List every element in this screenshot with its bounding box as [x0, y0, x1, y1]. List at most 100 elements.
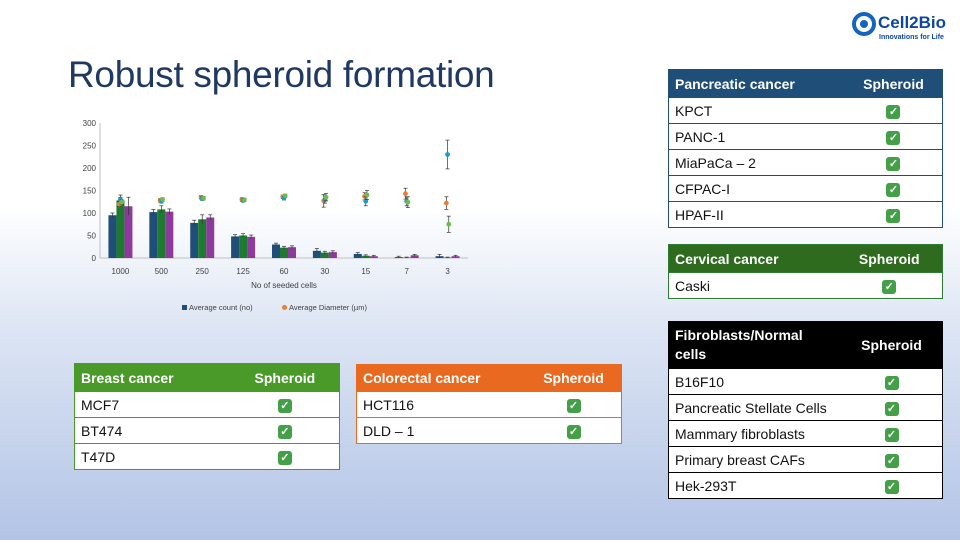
- breast-cancer-table: Breast cancer Spheroid MCF7 ✓ BT474 ✓ T47D ✓: [74, 363, 340, 470]
- chart-point: [201, 195, 206, 201]
- chart-point: [446, 221, 452, 227]
- cervical-cancer-table: Cervical cancer Spheroid Caski ✓: [668, 244, 943, 299]
- table-row: CFPAC-I ✓: [668, 175, 943, 202]
- table-header: Fibroblasts/Normal cells: [668, 321, 841, 369]
- company-logo: Cell2Bio Innovations for Life: [852, 12, 952, 44]
- chart-svg: 0 50 100 150 200 250 300 1000 500 250 125 60 30 15 7 3 N…: [83, 119, 468, 312]
- legend-swatch: [182, 305, 187, 310]
- cell-line-name: HCT116: [356, 391, 527, 418]
- x-tick-label: 30: [320, 267, 329, 276]
- logo-tagline: Innovations for Life: [879, 34, 944, 41]
- cell-line-name: MiaPaCa – 2: [668, 149, 845, 176]
- chart-bar: [116, 200, 125, 258]
- chart-bar: [108, 215, 117, 258]
- spheroid-column-header: Spheroid: [230, 363, 340, 392]
- check-mark-icon: ✓: [566, 425, 581, 439]
- table-row: PANC-1 ✓: [668, 123, 943, 150]
- y-tick-label: 0: [92, 254, 97, 263]
- table-header: Pancreatic cancer: [668, 69, 845, 98]
- table-row: Mammary fibroblasts ✓: [668, 420, 943, 447]
- spheroid-cell: ✓: [230, 417, 340, 444]
- chart-bar: [239, 235, 248, 258]
- check-mark-icon: ✓: [884, 480, 899, 494]
- table-header: Colorectal cancer: [356, 364, 527, 392]
- x-tick-label: 3: [445, 267, 450, 276]
- cell-line-name: CFPAC-I: [668, 175, 845, 202]
- logo-brand: Cell2Bio: [878, 13, 947, 32]
- chart-bar: [328, 252, 337, 258]
- chart-point: [364, 192, 370, 198]
- check-mark-icon: ✓: [566, 399, 581, 413]
- cell-line-name: HPAF-II: [668, 201, 845, 228]
- table-header: Breast cancer: [74, 363, 231, 392]
- y-tick-label: 300: [83, 119, 97, 128]
- spheroid-chart: 0 50 100 150 200 250 300 1000 500 250 125 60 30 15 7 3 N…: [70, 112, 480, 322]
- chart-bar: [206, 217, 215, 258]
- chart-bar: [288, 247, 296, 258]
- check-mark-icon: ✓: [886, 131, 901, 145]
- spheroid-cell: ✓: [230, 443, 340, 470]
- chart-bar: [320, 252, 329, 258]
- cell-line-name: B16F10: [668, 368, 841, 395]
- y-tick-label: 100: [83, 209, 97, 218]
- chart-point: [405, 199, 411, 205]
- cell-line-name: KPCT: [668, 97, 845, 124]
- cell-line-name: BT474: [74, 417, 231, 444]
- chart-point: [403, 191, 408, 197]
- check-mark-icon: ✓: [886, 209, 901, 223]
- cell-line-name: T47D: [74, 443, 231, 470]
- chart-bar: [149, 212, 158, 258]
- chart-bar: [198, 219, 207, 258]
- table-row: B16F10 ✓: [668, 368, 943, 395]
- fibroblasts-table: Fibroblasts/Normal cells Spheroid B16F10…: [668, 321, 943, 499]
- spheroid-cell: ✓: [526, 391, 622, 418]
- x-tick-label: 125: [236, 267, 250, 276]
- check-mark-icon: ✓: [884, 428, 899, 442]
- spheroid-cell: ✓: [841, 446, 943, 473]
- spheroid-column-header: Spheroid: [844, 69, 943, 98]
- table-row: DLD – 1 ✓: [356, 417, 622, 444]
- spheroid-cell: ✓: [844, 175, 943, 202]
- check-mark-icon: ✓: [886, 105, 901, 119]
- y-tick-label: 200: [83, 164, 97, 173]
- cell-line-name: Primary breast CAFs: [668, 446, 841, 473]
- table-row: Pancreatic Stellate Cells ✓: [668, 394, 943, 421]
- check-mark-icon: ✓: [277, 399, 292, 413]
- table-row: HCT116 ✓: [356, 391, 622, 418]
- table-row: MiaPaCa – 2 ✓: [668, 149, 943, 176]
- spheroid-cell: ✓: [230, 391, 340, 418]
- legend-swatch: [282, 305, 287, 310]
- x-tick-label: 250: [196, 267, 210, 276]
- cell-line-name: MCF7: [74, 391, 231, 418]
- spheroid-cell: ✓: [844, 97, 943, 124]
- chart-point: [323, 194, 329, 200]
- x-tick-label: 1000: [112, 267, 130, 276]
- spheroid-cell: ✓: [841, 368, 943, 395]
- chart-point: [363, 198, 369, 204]
- chart-bar: [247, 236, 256, 258]
- chart-point: [443, 200, 449, 206]
- page-title: Robust spheroid formation: [68, 54, 495, 95]
- cell-line-name: Mammary fibroblasts: [668, 420, 841, 447]
- spheroid-column-header: Spheroid: [526, 364, 622, 392]
- x-axis-label: No of seeded cells: [251, 281, 317, 290]
- chart-bar: [165, 211, 174, 258]
- check-mark-icon: ✓: [277, 451, 292, 465]
- cell-line-name: Pancreatic Stellate Cells: [668, 394, 841, 421]
- cell-line-name: Caski: [668, 272, 837, 299]
- chart-bar: [280, 247, 288, 258]
- spheroid-cell: ✓: [844, 201, 943, 228]
- x-tick-label: 60: [280, 267, 289, 276]
- legend-label: Average Diameter (µm): [289, 303, 367, 312]
- logo-ring-icon: [852, 12, 876, 36]
- check-mark-icon: ✓: [884, 402, 899, 416]
- chart-point: [282, 193, 288, 199]
- x-tick-label: 500: [155, 267, 169, 276]
- chart-point: [241, 197, 247, 203]
- y-tick-label: 150: [83, 187, 97, 196]
- table-row: Hek-293T ✓: [668, 472, 943, 499]
- spheroid-cell: ✓: [836, 272, 943, 299]
- chart-point: [160, 197, 165, 202]
- y-tick-label: 50: [87, 232, 96, 241]
- pancreatic-cancer-table: Pancreatic cancer Spheroid KPCT ✓ PANC-1 ✓ M…: [668, 69, 943, 228]
